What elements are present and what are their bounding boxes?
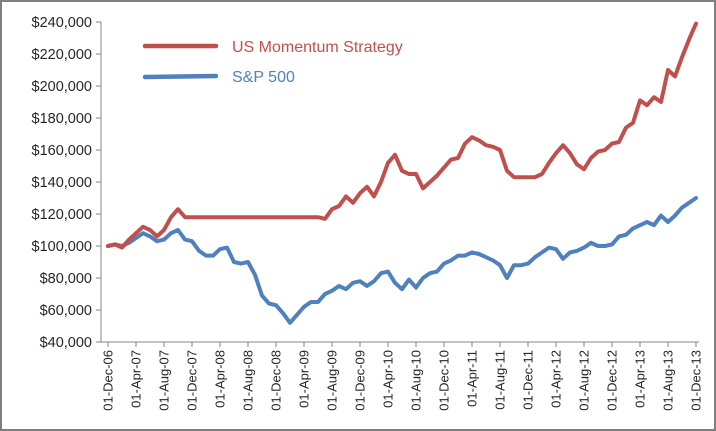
x-tick-label: 01-Apr-09 bbox=[297, 350, 312, 408]
x-tick-label: 01-Apr-08 bbox=[213, 350, 228, 408]
legend-swatch-sp500 bbox=[142, 73, 219, 80]
x-tick-label: 01-Dec-11 bbox=[521, 350, 536, 410]
x-tick-label: 01-Apr-07 bbox=[129, 350, 144, 408]
y-tick-label: $240,000 bbox=[32, 15, 92, 31]
y-tick-label: $60,000 bbox=[40, 303, 92, 319]
series-line-sp500 bbox=[106, 196, 698, 325]
x-tick-label: 01-Aug-10 bbox=[409, 350, 424, 411]
x-tick-label: 01-Aug-08 bbox=[241, 350, 256, 411]
x-tick-label: 01-Aug-12 bbox=[577, 350, 592, 411]
x-tick-label: 01-Aug-13 bbox=[661, 350, 676, 411]
y-tick-label: $80,000 bbox=[40, 271, 92, 287]
y-tick-label: $40,000 bbox=[40, 335, 92, 351]
y-axis-ticks: $40,000 $60,000 $80,000 $100,000 $120,000 $14… bbox=[32, 15, 101, 351]
x-tick-label: 01-Aug-11 bbox=[493, 350, 508, 410]
x-tick-label: 01-Dec-09 bbox=[353, 350, 368, 411]
x-axis-ticks: 01-Dec-06 01-Apr-07 01-Aug-07 01-Dec-07 01-A… bbox=[101, 342, 704, 411]
y-tick-label: $160,000 bbox=[32, 143, 92, 159]
plot-area: $40,000 $60,000 $80,000 $100,000 $120,000 $14… bbox=[32, 15, 704, 411]
series-line-us-momentum bbox=[106, 21, 698, 250]
series-layer bbox=[106, 21, 698, 325]
y-tick-label: $220,000 bbox=[32, 47, 92, 63]
x-tick-label: 01-Dec-13 bbox=[689, 350, 704, 411]
y-tick-label: $120,000 bbox=[32, 207, 92, 223]
y-tick-label: $100,000 bbox=[32, 239, 92, 255]
x-tick-label: 01-Aug-09 bbox=[325, 350, 340, 411]
legend-label-momentum: US Momentum Strategy bbox=[232, 39, 403, 56]
x-tick-label: 01-Dec-06 bbox=[101, 350, 116, 411]
x-tick-label: 01-Dec-10 bbox=[437, 350, 452, 411]
y-tick-label: $200,000 bbox=[32, 79, 92, 95]
x-tick-label: 01-Apr-12 bbox=[549, 350, 564, 408]
x-tick-label: 01-Dec-08 bbox=[269, 350, 284, 411]
x-tick-label: 01-Apr-13 bbox=[633, 350, 648, 408]
y-tick-label: $180,000 bbox=[32, 111, 92, 127]
x-tick-label: 01-Dec-12 bbox=[605, 350, 620, 411]
legend-label-sp500: S&P 500 bbox=[232, 69, 295, 86]
x-tick-label: 01-Apr-10 bbox=[381, 350, 396, 408]
x-tick-label: 01-Aug-07 bbox=[157, 350, 172, 411]
x-tick-label: 01-Apr-11 bbox=[465, 350, 480, 407]
x-tick-label: 01-Dec-07 bbox=[185, 350, 200, 411]
legend: US Momentum Strategy S&P 500 bbox=[142, 39, 403, 86]
y-tick-label: $140,000 bbox=[32, 175, 92, 191]
